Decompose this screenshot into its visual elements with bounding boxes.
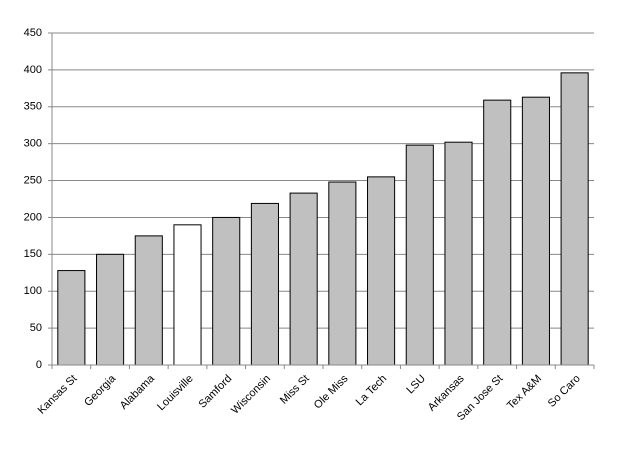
y-tick-label: 150 <box>24 248 42 260</box>
y-tick-label: 0 <box>36 359 42 371</box>
bar <box>328 181 357 366</box>
bar <box>96 253 125 366</box>
bar <box>521 96 550 366</box>
bar <box>444 141 473 366</box>
bar <box>560 72 589 366</box>
y-tick-label: 250 <box>24 174 42 186</box>
y-tick-label: 50 <box>30 322 42 334</box>
bar <box>250 202 279 366</box>
bar <box>367 176 396 366</box>
bar <box>57 270 86 366</box>
bar <box>289 192 318 366</box>
y-tick-label: 400 <box>24 64 42 76</box>
bar <box>405 144 434 366</box>
y-tick-label: 350 <box>24 101 42 113</box>
bar <box>173 224 202 366</box>
y-tick-label: 300 <box>24 138 42 150</box>
bar <box>212 216 241 366</box>
bar <box>134 235 163 366</box>
bar <box>483 99 512 366</box>
y-tick-label: 100 <box>24 285 42 297</box>
y-tick-label: 450 <box>24 27 42 39</box>
y-tick-label: 200 <box>24 211 42 223</box>
